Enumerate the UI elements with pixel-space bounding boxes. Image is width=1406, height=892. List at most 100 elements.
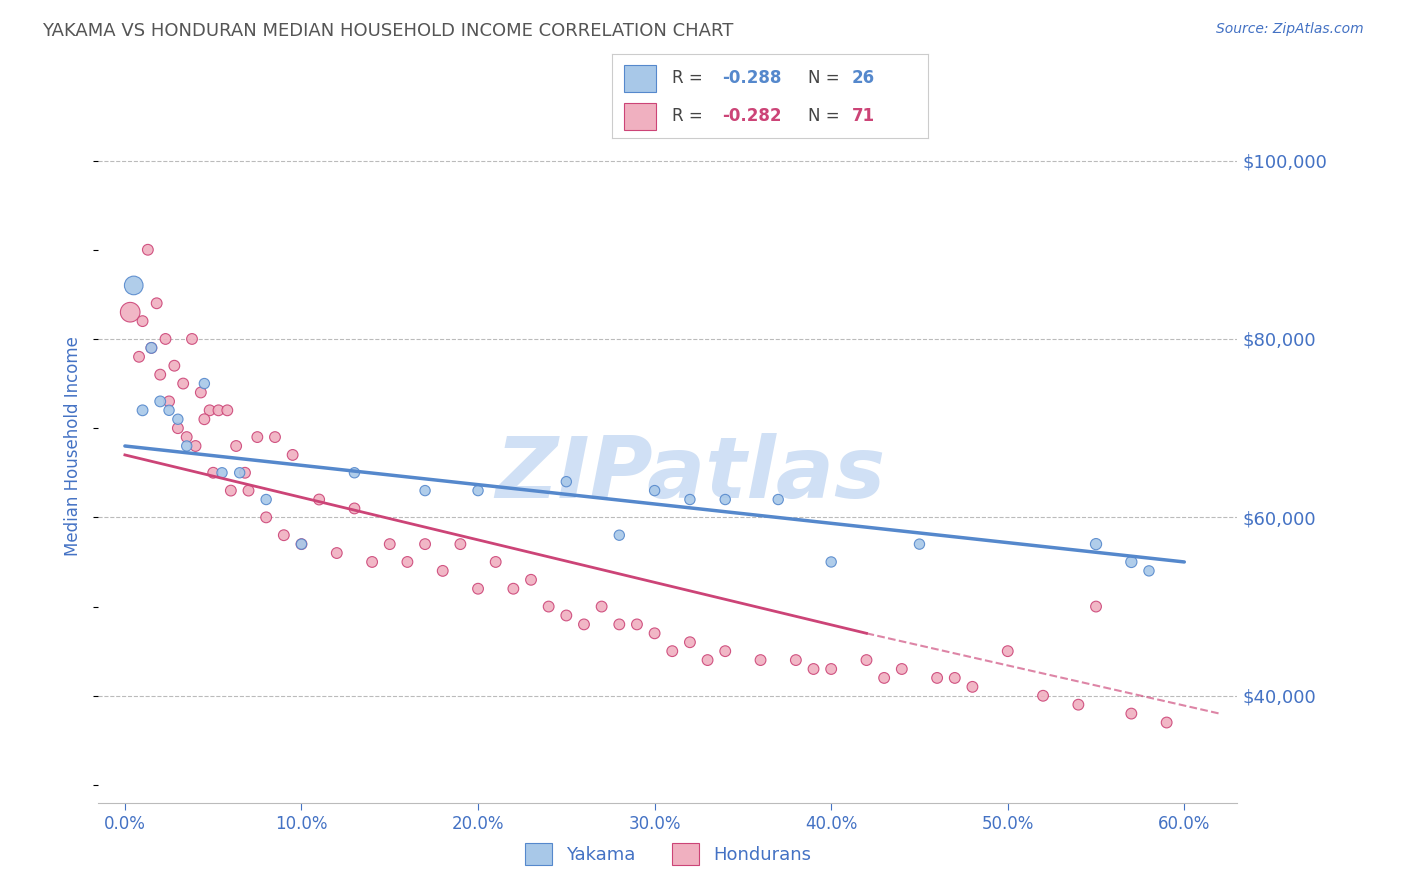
Point [361,555,384,569]
Point [122,278,145,293]
Text: N =: N = [808,69,845,87]
Point [661,644,683,658]
Point [1085,599,1108,614]
Point [591,599,613,614]
Point [873,671,896,685]
Point [131,403,153,417]
Point [1121,555,1143,569]
Point [176,439,198,453]
Point [644,483,666,498]
Point [572,617,595,632]
Point [254,492,277,507]
Point [128,350,150,364]
Point [962,680,984,694]
Text: 26: 26 [852,69,875,87]
Text: N =: N = [808,107,845,125]
Point [163,359,186,373]
Point [1085,537,1108,551]
Point [246,430,269,444]
Point [467,483,489,498]
Point [136,243,159,257]
Point [157,394,180,409]
Point [502,582,524,596]
Point [273,528,295,542]
Point [749,653,772,667]
Point [141,341,163,355]
Text: -0.288: -0.288 [723,69,782,87]
Point [167,421,190,435]
Point [432,564,454,578]
Point [120,305,142,319]
Y-axis label: Median Household Income: Median Household Income [65,336,83,556]
Point [607,617,630,632]
Point [131,314,153,328]
Point [155,332,177,346]
Point [217,403,239,417]
Point [537,599,560,614]
Point [766,492,789,507]
Point [149,394,172,409]
Text: R =: R = [672,107,707,125]
Text: R =: R = [672,69,707,87]
Point [228,466,250,480]
Point [927,671,949,685]
Point [207,403,229,417]
Point [149,368,172,382]
Legend: Yakama, Hondurans: Yakama, Hondurans [517,836,818,872]
Point [679,635,702,649]
Point [413,483,436,498]
Point [555,475,578,489]
Point [378,537,401,551]
Point [520,573,543,587]
Point [803,662,825,676]
Point [696,653,718,667]
Point [714,492,737,507]
Text: -0.282: -0.282 [723,107,782,125]
Point [855,653,877,667]
Text: ZIPatlas: ZIPatlas [495,433,886,516]
Point [820,555,842,569]
Point [820,662,842,676]
Point [181,332,204,346]
Point [176,430,198,444]
Point [626,617,648,632]
Point [281,448,304,462]
Point [145,296,167,310]
Point [449,537,471,551]
Point [1032,689,1054,703]
Point [326,546,349,560]
Point [211,466,233,480]
Point [290,537,312,551]
Point [184,439,207,453]
Bar [624,103,655,130]
Point [193,412,215,426]
Point [396,555,419,569]
Point [233,466,256,480]
Point [167,412,190,426]
Point [714,644,737,658]
Point [485,555,508,569]
Point [1137,564,1160,578]
Point [607,528,630,542]
Point [254,510,277,524]
Point [943,671,966,685]
Point [1121,706,1143,721]
Point [343,501,366,516]
Point [238,483,260,498]
Point [308,492,330,507]
Point [679,492,702,507]
Point [198,403,221,417]
Point [908,537,931,551]
Point [555,608,578,623]
Point [172,376,194,391]
Point [219,483,242,498]
Point [644,626,666,640]
Text: YAKAMA VS HONDURAN MEDIAN HOUSEHOLD INCOME CORRELATION CHART: YAKAMA VS HONDURAN MEDIAN HOUSEHOLD INCO… [42,22,734,40]
Point [1067,698,1090,712]
Point [190,385,212,400]
Point [997,644,1019,658]
Text: Source: ZipAtlas.com: Source: ZipAtlas.com [1216,22,1364,37]
Point [413,537,436,551]
Bar [624,64,655,92]
Point [202,466,225,480]
